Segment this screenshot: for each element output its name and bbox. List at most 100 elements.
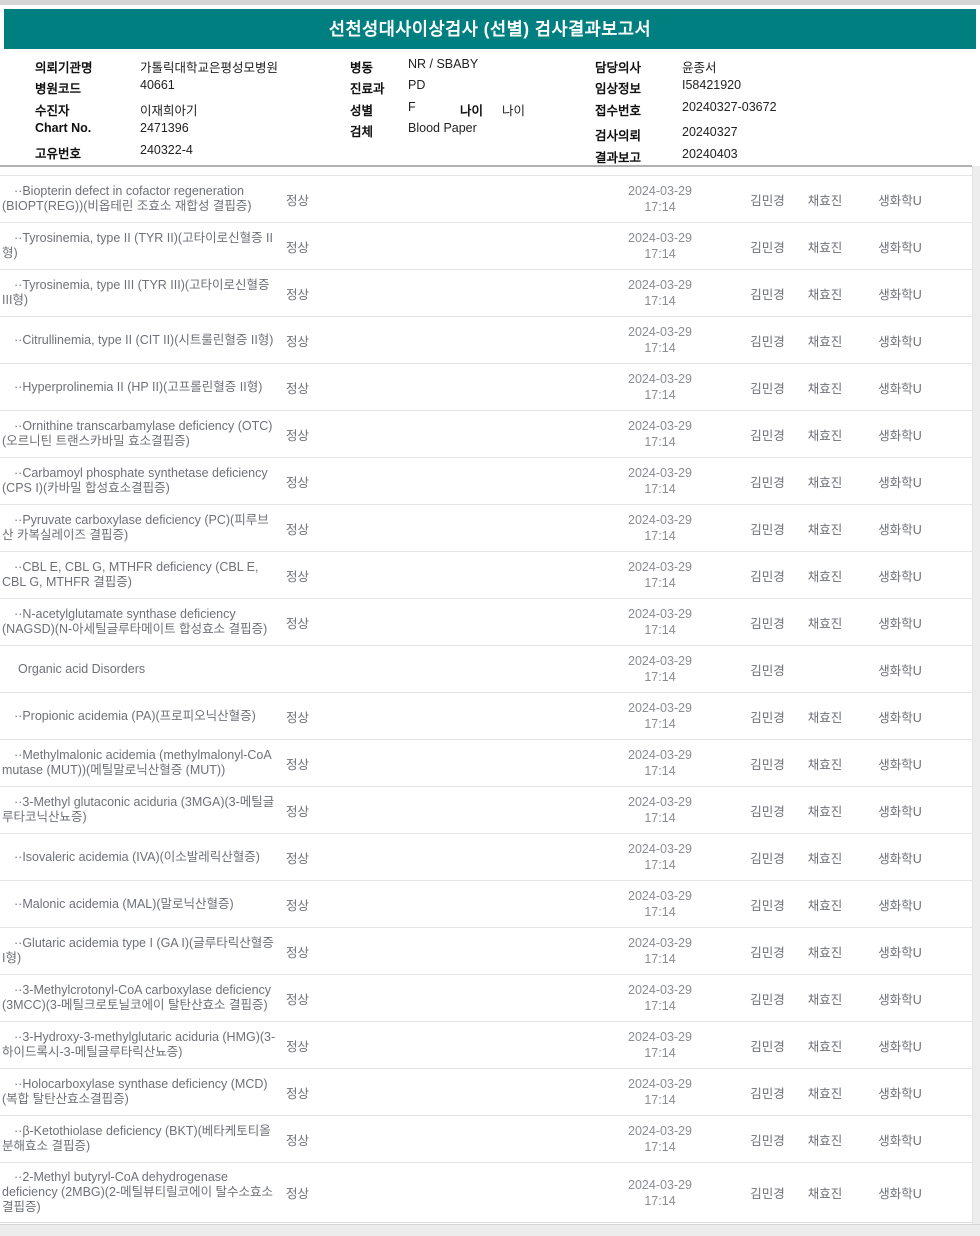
result-status: 정상	[286, 240, 310, 255]
result-date: 2024-03-29	[628, 184, 692, 198]
test-name-cell: ··Tyrosinemia, type III (TYR III)(고타이로신혈…	[0, 270, 280, 317]
result-time: 17:14	[644, 1140, 676, 1154]
test-name: ··3-Methyl glutaconic aciduria (3MGA)(3-…	[2, 795, 275, 824]
date-cell: 2024-03-29 17:14	[580, 505, 740, 552]
department-cell: 생화학U	[855, 693, 945, 740]
result-status: 정상	[286, 1086, 310, 1101]
info-field-value: 20240327	[682, 125, 738, 140]
result-cell: 정상	[280, 693, 580, 740]
test-name-cell: ··Biopterin defect in cofactor regenerat…	[0, 176, 280, 223]
result-cell: 정상	[280, 317, 580, 364]
verifier-cell: 채효진	[795, 505, 855, 552]
verifier-name: 채효진	[807, 240, 843, 255]
verifier-cell: 채효진	[795, 787, 855, 834]
tester-name: 김민경	[750, 569, 785, 584]
table-row: ··Tyrosinemia, type II (TYR II)(고타이로신혈증 …	[0, 222, 972, 270]
date-cell: 2024-03-29 17:14	[580, 1069, 740, 1116]
result-status: 정상	[286, 428, 310, 443]
results-table: ··Biopterin defect in cofactor regenerat…	[0, 175, 972, 1223]
verifier-name: 채효진	[807, 381, 843, 396]
row-padding-cell	[945, 1022, 972, 1069]
department-name: 생화학U	[878, 851, 922, 866]
result-time: 17:14	[644, 952, 676, 966]
test-name: ··Holocarboxylase synthase deficiency (M…	[2, 1077, 268, 1106]
date-cell: 2024-03-29 17:14	[580, 928, 740, 975]
department-name: 생화학U	[878, 945, 922, 960]
department-name: 생화학U	[878, 522, 922, 537]
result-time: 17:14	[644, 200, 676, 214]
result-date: 2024-03-29	[628, 1124, 692, 1138]
test-name-cell: ··Ornithine transcarbamylase deficiency …	[0, 411, 280, 458]
result-cell: 정상	[280, 1116, 580, 1163]
verifier-name: 채효진	[807, 757, 843, 772]
test-name-cell: ··Isovaleric acidemia (IVA)(이소발레릭산혈증)	[0, 834, 280, 881]
test-name-cell: ··Malonic acidemia (MAL)(말로닉산혈증)	[0, 881, 280, 928]
patient-info-section: 의뢰기관명 가톨릭대학교은평성모병원 병원코드 40661 수진자 이재희아기 …	[0, 49, 980, 165]
tester-cell: 김민경	[740, 881, 795, 928]
department-name: 생화학U	[878, 757, 922, 772]
result-date: 2024-03-29	[628, 654, 692, 668]
department-cell: 생화학U	[855, 1163, 945, 1223]
test-name: ··Ornithine transcarbamylase deficiency …	[2, 419, 273, 448]
row-padding-cell	[945, 364, 972, 411]
tester-name: 김민경	[750, 287, 785, 302]
tester-name: 김민경	[750, 757, 785, 772]
verifier-cell: 채효진	[795, 1163, 855, 1223]
verifier-cell: 채효진	[795, 740, 855, 787]
department-cell: 생화학U	[855, 1069, 945, 1116]
tester-name: 김민경	[750, 1086, 785, 1101]
info-row: 접수번호 20240327-03672	[595, 100, 777, 121]
result-date: 2024-03-29	[628, 1077, 692, 1091]
verifier-cell: 채효진	[795, 834, 855, 881]
result-status: 정상	[286, 569, 310, 584]
result-status: 정상	[286, 193, 310, 208]
verifier-name: 채효진	[807, 804, 843, 819]
results-table-area: ··Biopterin defect in cofactor regenerat…	[0, 165, 972, 1223]
info-col-right: 담당의사 윤종서 임상정보 I58421920 접수번호 20240327-03…	[595, 57, 777, 168]
verifier-cell: 채효진	[795, 552, 855, 599]
test-name: ··Propionic acidemia (PA)(프로피오닉산혈증)	[14, 708, 256, 723]
result-status: 정상	[286, 945, 310, 960]
department-cell: 생화학U	[855, 411, 945, 458]
result-time: 17:14	[644, 388, 676, 402]
row-padding-cell	[945, 599, 972, 646]
result-time: 17:14	[644, 1093, 676, 1107]
test-name-cell: ··3-Methylcrotonyl-CoA carboxylase defic…	[0, 975, 280, 1022]
tester-name: 김민경	[750, 804, 785, 819]
test-name-cell: ··Hyperprolinemia II (HP II)(고프롤린혈증 II형)	[0, 364, 280, 411]
tester-name: 김민경	[750, 663, 785, 678]
row-padding-cell	[945, 317, 972, 364]
result-status: 정상	[286, 992, 310, 1007]
result-cell: 정상	[280, 552, 580, 599]
verifier-cell: 채효진	[795, 693, 855, 740]
department-cell: 생화학U	[855, 223, 945, 270]
result-date: 2024-03-29	[628, 748, 692, 762]
result-status: 정상	[286, 334, 310, 349]
verifier-cell: 채효진	[795, 458, 855, 505]
test-name-cell: ··N-acetylglutamate synthase deficiency …	[0, 599, 280, 646]
test-name-cell: ··Methylmalonic acidemia (methylmalonyl-…	[0, 740, 280, 787]
table-row: ··β-Ketothiolase deficiency (BKT)(베타케토티올…	[0, 1115, 972, 1163]
test-name: ··3-Methylcrotonyl-CoA carboxylase defic…	[2, 983, 272, 1012]
tester-name: 김민경	[750, 1187, 785, 1201]
info-row: 병동 NR / SBABY	[350, 57, 525, 78]
tester-cell: 김민경	[740, 1116, 795, 1163]
result-date: 2024-03-29	[628, 419, 692, 433]
info-field-label: 수진자	[35, 103, 70, 118]
verifier-name: 채효진	[807, 475, 843, 490]
top-strip	[0, 0, 980, 5]
date-cell: 2024-03-29 17:14	[580, 646, 740, 693]
row-padding-cell	[945, 270, 972, 317]
date-cell: 2024-03-29 17:14	[580, 1163, 740, 1223]
test-name-cell: Organic acid Disorders	[0, 646, 280, 693]
department-cell: 생화학U	[855, 881, 945, 928]
date-cell: 2024-03-29 17:14	[580, 411, 740, 458]
result-status: 정상	[286, 522, 310, 537]
info-field-value: 윤종서	[682, 61, 717, 75]
result-date: 2024-03-29	[628, 889, 692, 903]
table-row: ··Pyruvate carboxylase deficiency (PC)(피…	[0, 504, 972, 552]
result-cell: 정상	[280, 881, 580, 928]
result-date: 2024-03-29	[628, 701, 692, 715]
test-name: ··Pyruvate carboxylase deficiency (PC)(피…	[2, 513, 269, 542]
department-cell: 생화학U	[855, 1116, 945, 1163]
